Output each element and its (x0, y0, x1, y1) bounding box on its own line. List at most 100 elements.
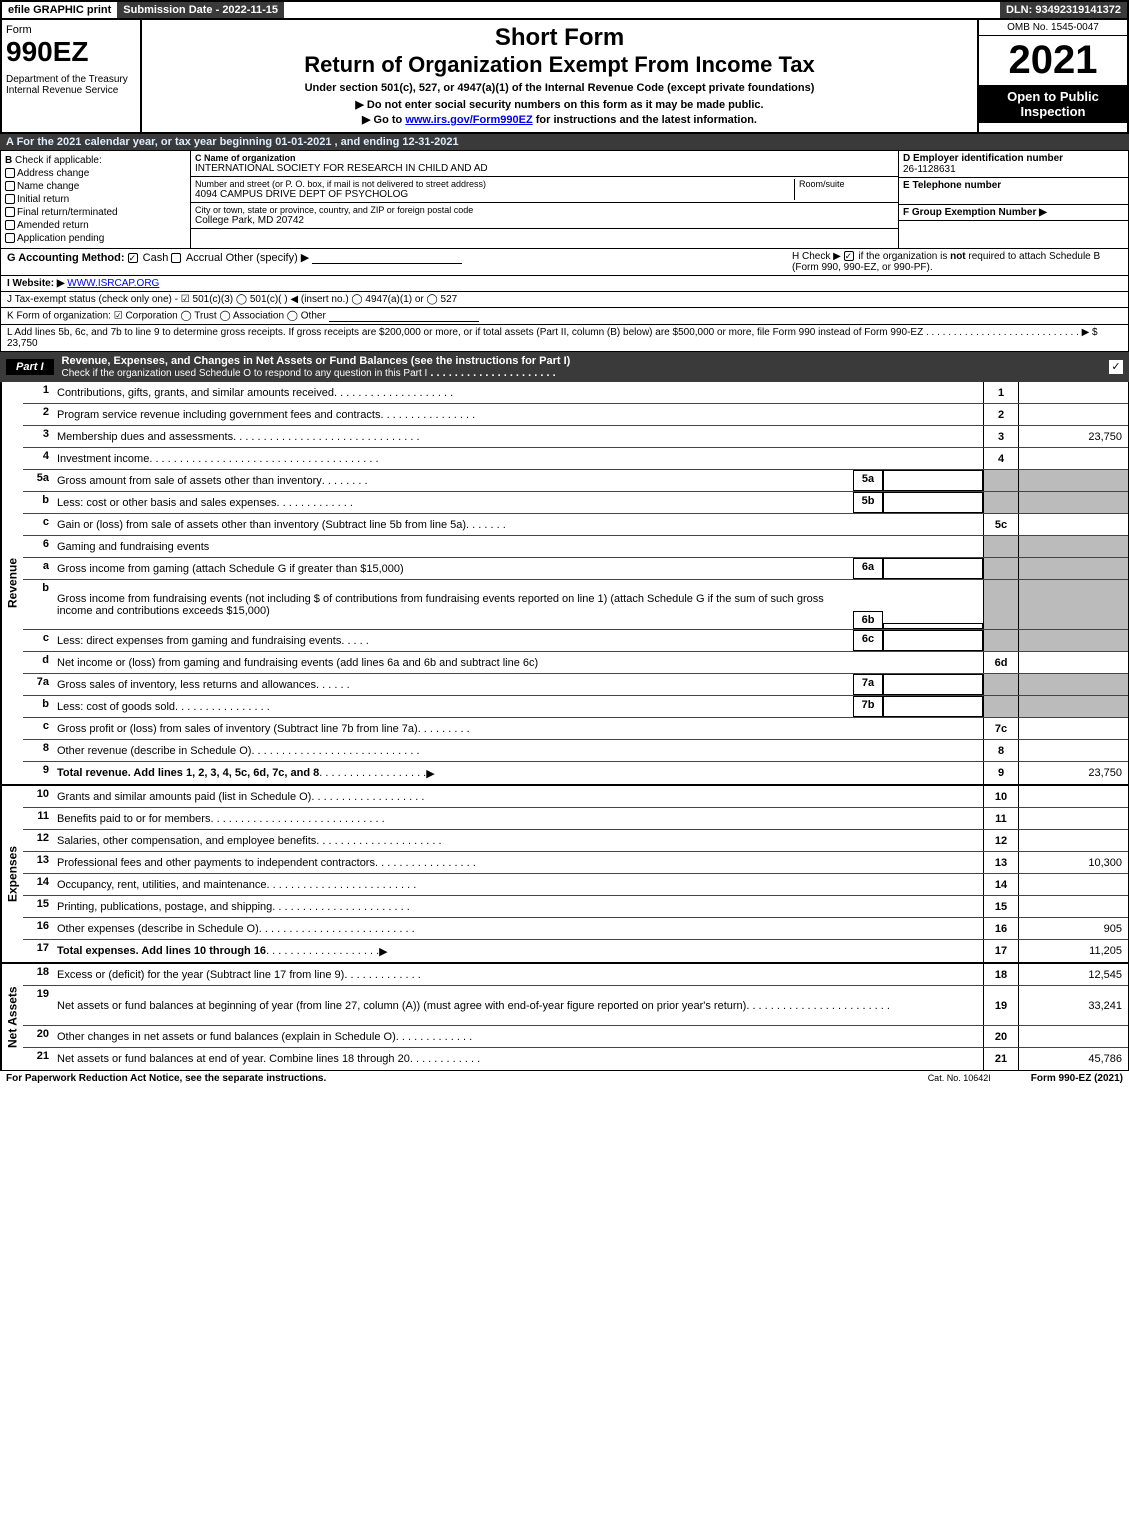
side-label-netassets: Net Assets (1, 964, 23, 1070)
rn18: 18 (983, 964, 1018, 985)
v10 (1018, 786, 1128, 807)
v16: 905 (1018, 918, 1128, 939)
d15: Printing, publications, postage, and shi… (57, 901, 272, 913)
short-form-title: Short Form (146, 24, 973, 52)
rn16: 16 (983, 918, 1018, 939)
netassets-rows: 18 Excess or (deficit) for the year (Subt… (23, 964, 1128, 1070)
chk-final-return[interactable] (5, 207, 15, 217)
row-k: K Form of organization: ☑ Corporation ◯ … (0, 308, 1129, 325)
n4: 4 (23, 448, 53, 469)
row-i: I Website: ▶ WWW.ISRCAP.ORG (0, 276, 1129, 292)
efile-label: efile GRAPHIC print (2, 2, 117, 18)
chk-application-pending[interactable] (5, 233, 15, 243)
rn10: 10 (983, 786, 1018, 807)
d10: Grants and similar amounts paid (list in… (57, 791, 311, 803)
chk-accrual[interactable] (171, 253, 181, 263)
sn6b: 6b (853, 611, 883, 629)
rn1: 1 (983, 382, 1018, 403)
v1 (1018, 382, 1128, 403)
d7c: Gross profit or (loss) from sales of inv… (57, 723, 418, 735)
n3: 3 (23, 426, 53, 447)
n6a: a (23, 558, 53, 579)
n1: 1 (23, 382, 53, 403)
sv6b (883, 623, 983, 629)
column-d: D Employer identification number 26-1128… (898, 151, 1128, 248)
opt-other: Other (specify) ▶ (226, 252, 310, 264)
d7b: Less: cost of goods sold (57, 701, 175, 713)
d18: Excess or (deficit) for the year (Subtra… (57, 969, 344, 981)
rn7b-shade (983, 696, 1018, 717)
tax-year: 2021 (979, 36, 1127, 85)
v7c (1018, 718, 1128, 739)
h-section: H Check ▶ if the organization is not req… (792, 251, 1122, 273)
v4 (1018, 448, 1128, 469)
chk-h[interactable] (844, 251, 854, 261)
opt-amended-return: Amended return (17, 220, 89, 231)
v19: 33,241 (1018, 986, 1128, 1025)
d12: Salaries, other compensation, and employ… (57, 835, 316, 847)
sv6a (883, 558, 983, 579)
chk-cash[interactable] (128, 253, 138, 263)
g-label: G Accounting Method: (7, 252, 125, 264)
part-1-header: Part I Revenue, Expenses, and Changes in… (0, 352, 1129, 382)
n14: 14 (23, 874, 53, 895)
n18: 18 (23, 964, 53, 985)
opt-address-change: Address change (17, 168, 89, 179)
rn5c: 5c (983, 514, 1018, 535)
sn7a: 7a (853, 674, 883, 695)
d6b: Gross income from fundraising events (no… (57, 593, 849, 617)
row-a-period: A For the 2021 calendar year, or tax yea… (0, 134, 1129, 150)
part-1-table: Revenue 1Contributions, gifts, grants, a… (0, 382, 1129, 1071)
expense-rows: 10 Grants and similar amounts paid (list … (23, 786, 1128, 962)
d21: Net assets or fund balances at end of ye… (57, 1053, 410, 1065)
sv6c (883, 630, 983, 651)
v18: 12,545 (1018, 964, 1128, 985)
k-blank (329, 310, 479, 322)
rn5a-shade (983, 470, 1018, 491)
sn5a: 5a (853, 470, 883, 491)
side-label-revenue: Revenue (1, 382, 23, 784)
n5b: b (23, 492, 53, 513)
chk-name-change[interactable] (5, 181, 15, 191)
under-section: Under section 501(c), 527, or 4947(a)(1)… (146, 82, 973, 94)
department: Department of the Treasury Internal Reve… (6, 74, 136, 96)
d5b: Less: cost or other basis and sales expe… (57, 497, 277, 509)
irs-link[interactable]: www.irs.gov/Form990EZ (405, 114, 532, 126)
form-header: Form 990EZ Department of the Treasury In… (0, 20, 1129, 134)
part-1-title: Revenue, Expenses, and Changes in Net As… (62, 355, 1101, 379)
d14: Occupancy, rent, utilities, and maintena… (57, 879, 267, 891)
h-bold: not (950, 251, 966, 262)
d20: Other changes in net assets or fund bala… (57, 1031, 396, 1043)
website-link[interactable]: WWW.ISRCAP.ORG (67, 278, 159, 289)
part-1-sub: Check if the organization used Schedule … (62, 368, 428, 379)
rn17: 17 (983, 940, 1018, 962)
rn19: 19 (983, 986, 1018, 1025)
d6c: Less: direct expenses from gaming and fu… (57, 635, 341, 647)
header-right: OMB No. 1545-0047 2021 Open to Public In… (977, 20, 1127, 132)
n21: 21 (23, 1048, 53, 1070)
chk-initial-return[interactable] (5, 194, 15, 204)
city-label: City or town, state or province, country… (195, 205, 894, 215)
rn20: 20 (983, 1026, 1018, 1047)
v17: 11,205 (1018, 940, 1128, 962)
rn6a-shade (983, 558, 1018, 579)
omb-number: OMB No. 1545-0047 (979, 20, 1127, 36)
d3: Membership dues and assessments (57, 431, 233, 443)
opt-application-pending: Application pending (17, 233, 104, 244)
dln: DLN: 93492319141372 (1000, 2, 1127, 18)
city-state-zip: College Park, MD 20742 (195, 215, 894, 226)
v2 (1018, 404, 1128, 425)
sv5b (883, 492, 983, 513)
chk-address-change[interactable] (5, 168, 15, 178)
v13: 10,300 (1018, 852, 1128, 873)
part-1-check[interactable]: ✓ (1109, 360, 1123, 374)
rn2: 2 (983, 404, 1018, 425)
addr-label: Number and street (or P. O. box, if mail… (195, 179, 794, 189)
v5c (1018, 514, 1128, 535)
v3: 23,750 (1018, 426, 1128, 447)
rv5a-shade (1018, 470, 1128, 491)
footer-mid: Cat. No. 10642I (928, 1073, 991, 1084)
i-label: I Website: ▶ (7, 278, 65, 289)
sn7b: 7b (853, 696, 883, 717)
chk-amended-return[interactable] (5, 220, 15, 230)
